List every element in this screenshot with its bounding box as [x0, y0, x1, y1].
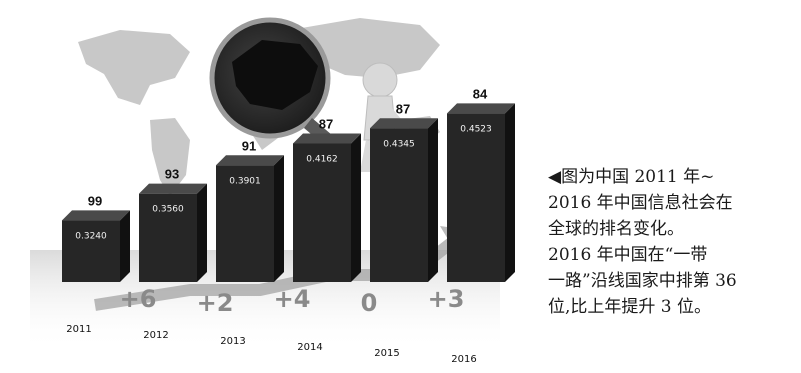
caption-line: 2016 年中国信息社会在 — [548, 193, 733, 213]
bar-top — [139, 183, 207, 194]
year-label: 2012 — [143, 330, 168, 341]
magnifying-glass-icon — [209, 17, 352, 162]
bar-side — [197, 183, 207, 282]
bar-side — [120, 210, 130, 282]
bar-top — [370, 118, 438, 129]
bar-top — [216, 155, 284, 166]
bar — [293, 143, 351, 282]
bar-top — [293, 133, 361, 144]
caption-line: 位,比上年提升 3 位。 — [548, 297, 712, 317]
bar-side — [428, 118, 438, 282]
bar — [62, 220, 120, 282]
rank-label: 93 — [165, 167, 179, 182]
caption-line: 一路”沿线国家中排第 36 — [548, 271, 737, 291]
caption-line: 2016 年中国在“一带 — [548, 245, 708, 265]
bar-value-label: 0.3560 — [152, 205, 184, 215]
rank-change-label: 0 — [361, 289, 378, 317]
bar-side — [351, 133, 361, 282]
rank-label: 87 — [319, 117, 333, 132]
rank-label: 99 — [88, 193, 102, 208]
bar — [447, 113, 505, 283]
bar — [216, 165, 274, 282]
bar — [370, 128, 428, 282]
caption-line: 全球的排名变化。 — [548, 219, 684, 239]
rank-label: 84 — [473, 86, 488, 101]
year-label: 2016 — [451, 354, 476, 365]
rank-label: 87 — [396, 101, 410, 116]
rank-label: 91 — [242, 138, 256, 153]
bar-top — [62, 210, 130, 221]
rank-change-label: +6 — [120, 285, 157, 313]
bar-side — [505, 103, 515, 283]
bar-side — [274, 155, 284, 282]
rank-change-label: +2 — [197, 289, 234, 317]
bar-value-label: 0.3240 — [75, 231, 107, 241]
year-label: 2015 — [374, 348, 399, 359]
rank-change-label: +3 — [428, 285, 465, 313]
bar — [139, 193, 197, 282]
year-label: 2011 — [66, 324, 91, 335]
bar-value-label: 0.4162 — [306, 155, 338, 165]
caption-line: ◀图为中国 2011 年~ — [548, 167, 715, 187]
caption-text: ◀图为中国 2011 年~ 2016 年中国信息社会在 全球的排名变化。 201… — [548, 164, 801, 320]
bar-value-label: 0.4523 — [460, 124, 492, 134]
bar-top — [447, 103, 515, 114]
year-label: 2013 — [220, 336, 245, 347]
bar-value-label: 0.4345 — [383, 139, 415, 149]
bar-value-label: 0.3901 — [229, 176, 261, 186]
chart-illustration: 0.3240 99 2011 0.3560 93 2012 0.3901 91 2013 0.41… — [30, 17, 515, 365]
year-label: 2014 — [297, 342, 322, 353]
rank-change-label: +4 — [274, 285, 311, 313]
